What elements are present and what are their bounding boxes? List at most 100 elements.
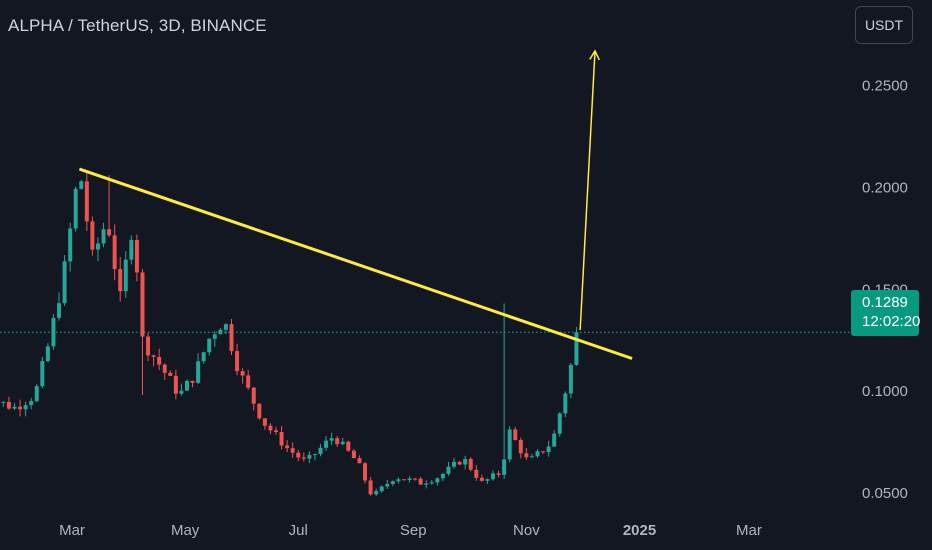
candle-body (62, 261, 67, 304)
last-price-badge: 0.1289 12:02:20 (851, 290, 921, 336)
candle-body (385, 484, 390, 487)
time-tick-label: Mar (59, 522, 85, 539)
candle-body (34, 386, 39, 402)
candle-body (84, 181, 89, 222)
candle-body (235, 351, 240, 372)
candle-body (357, 458, 362, 464)
candle-body (223, 324, 228, 330)
candle-body (184, 380, 189, 391)
currency-button[interactable]: USDT (855, 6, 913, 44)
candle-body (435, 478, 440, 483)
candle-body (123, 259, 128, 292)
candle-body (513, 429, 518, 441)
candle-body (474, 469, 479, 478)
candle-body (340, 441, 345, 445)
candle-body (418, 478, 423, 485)
candle-body (90, 221, 95, 250)
candle-body (296, 452, 301, 458)
candle-body (413, 478, 418, 480)
candle-body (529, 456, 534, 458)
candle-body (312, 454, 317, 456)
price-tick-label: 0.1000 (862, 383, 908, 400)
candle-body (285, 445, 290, 449)
candle-body (257, 403, 262, 419)
candle-body (229, 324, 234, 352)
candle-body (251, 387, 256, 404)
candle-body (390, 481, 395, 485)
candle-body (563, 393, 568, 414)
candle-body (240, 371, 245, 376)
candle-body (18, 406, 23, 410)
candle-body (45, 346, 50, 362)
candle-body (212, 334, 217, 339)
candle-body (351, 450, 356, 459)
candle-body (201, 352, 206, 362)
candle-body (324, 440, 329, 448)
candle-body (40, 361, 45, 387)
candle-body (452, 461, 457, 467)
candle-body (179, 390, 184, 394)
candle-body (379, 486, 384, 492)
candle-body (6, 401, 11, 409)
price-tick-label: 0.0500 (862, 485, 908, 502)
candle-body (374, 491, 379, 495)
candle-body (574, 332, 579, 365)
breakout-arrow[interactable] (579, 50, 596, 331)
candle-body (557, 413, 562, 434)
candle-body (151, 355, 156, 357)
candle-body (401, 479, 406, 481)
candle-body (129, 240, 134, 260)
candle-body (173, 375, 178, 394)
candle-body (552, 433, 557, 447)
candle-body (157, 356, 162, 365)
candle-body (112, 235, 117, 270)
candle-body (524, 453, 529, 458)
last-price-value: 0.1289 (862, 294, 908, 311)
symbol-title: ALPHA / TetherUS, 3D, BINANCE (8, 16, 267, 35)
candle-body (23, 405, 28, 410)
candle-body (479, 477, 484, 481)
candle-body (368, 480, 373, 495)
resistance-trendline[interactable] (78, 167, 633, 360)
candle-body (262, 418, 267, 426)
candle-body (118, 269, 123, 292)
bar-countdown: 12:02:20 (862, 313, 921, 330)
candle-body (424, 483, 429, 485)
candle-body (12, 406, 17, 409)
time-tick-label: Jul (289, 522, 308, 539)
candle-body (318, 447, 323, 455)
arrowhead-icon (589, 49, 600, 61)
candle-body (207, 338, 212, 353)
candle-body (196, 361, 201, 383)
candle-body (485, 479, 490, 481)
candle-body (329, 438, 334, 441)
candle-body (307, 454, 312, 459)
candle-body (279, 432, 284, 446)
candle-body (541, 451, 546, 453)
time-tick-label: Mar (736, 522, 762, 539)
candlestick-series (1, 170, 579, 496)
candle-body (346, 441, 351, 451)
candle-body (468, 458, 473, 470)
candle-body (502, 459, 507, 475)
candle-body (168, 372, 173, 376)
candle-body (490, 473, 495, 480)
time-tick-label: 2025 (623, 522, 656, 539)
time-tick-label: Sep (400, 522, 427, 539)
time-tick-label: May (171, 522, 200, 539)
candle-body (1, 401, 6, 403)
candle-body (79, 181, 84, 189)
price-tick-label: 0.2500 (862, 78, 908, 95)
candle-body (518, 440, 523, 454)
candle-body (146, 336, 151, 356)
candle-body (95, 243, 100, 250)
candle-body (140, 272, 145, 337)
candle-body (107, 229, 112, 236)
candle-body (268, 425, 273, 431)
candle-body (496, 473, 501, 475)
time-axis[interactable]: Mar May Jul Sep Nov 2025 Mar (59, 522, 762, 539)
candle-body (190, 380, 195, 383)
candle-body (457, 461, 462, 465)
candle-body (335, 438, 340, 445)
